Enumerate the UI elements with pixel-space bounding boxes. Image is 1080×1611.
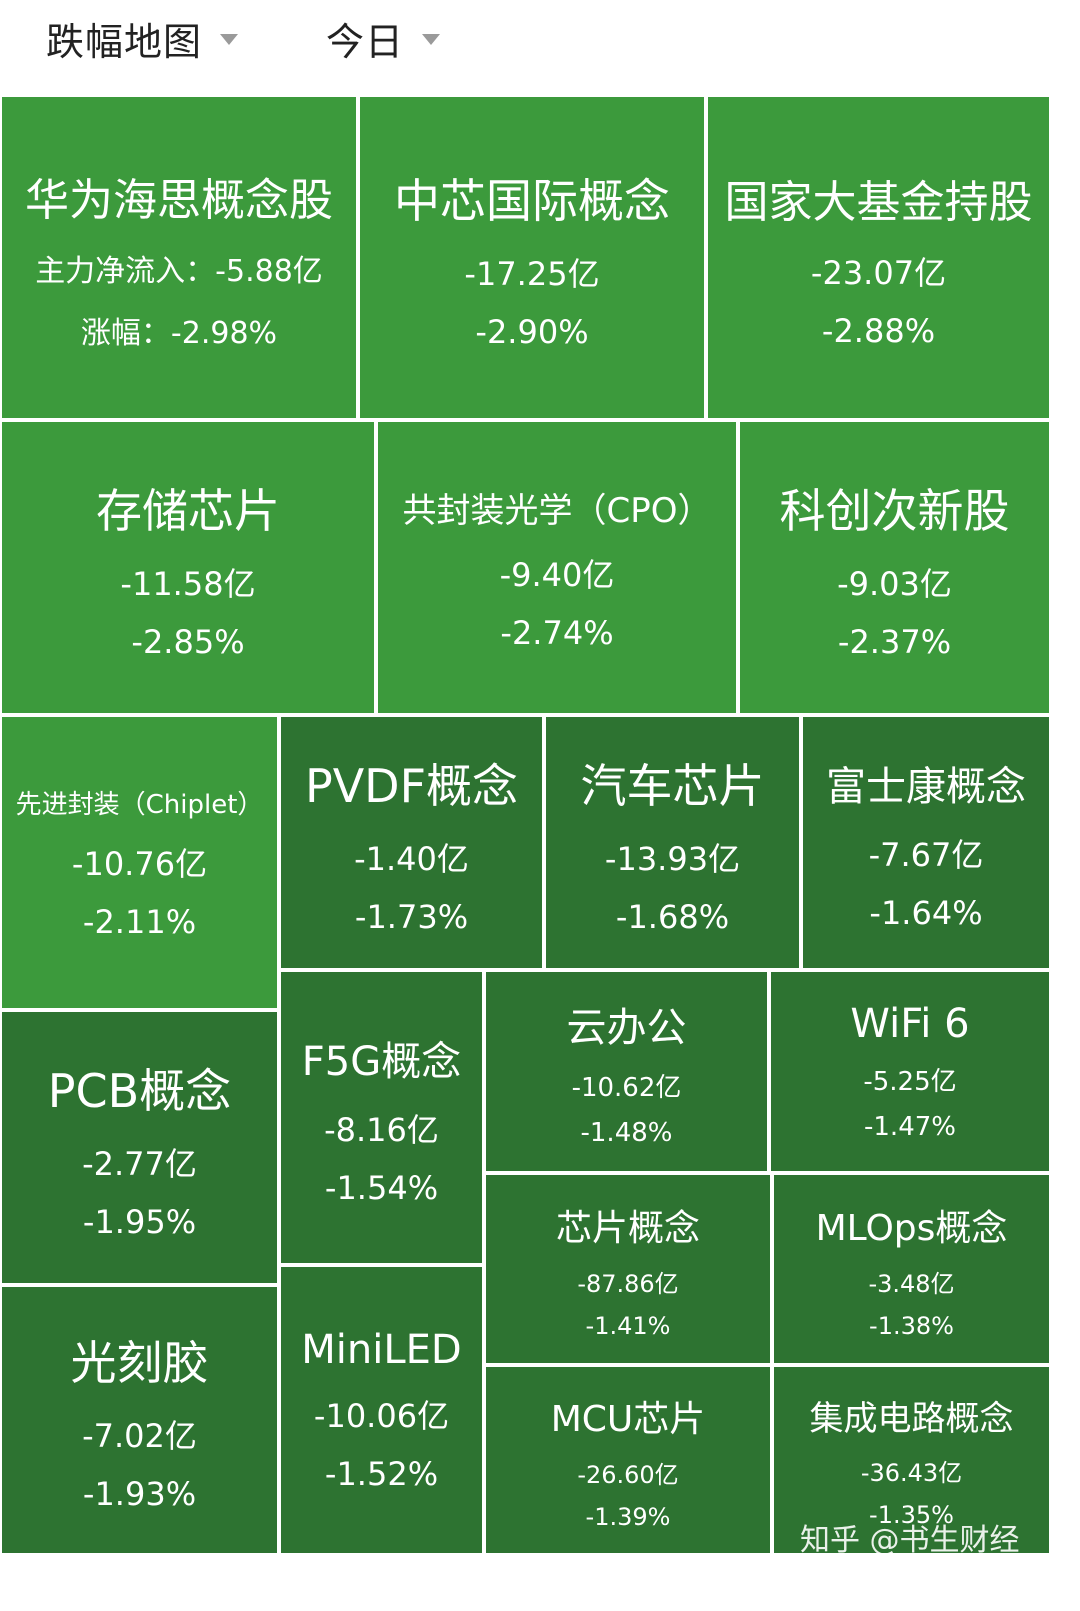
tile-sector-name: 集成电路概念 [809,1399,1014,1439]
tile-sector-name: WiFi 6 [850,1001,970,1047]
tile-change-percent: -2.90% [475,312,589,351]
tile-sector-name: 共封装光学（CPO） [402,491,712,531]
treemap-tile[interactable]: PCB概念 -2.77亿 -1.95% [0,1010,279,1285]
chevron-down-icon [220,33,239,45]
treemap-tile[interactable]: 芯片概念 -87.86亿 -1.41% [484,1173,772,1365]
tile-change-percent: -1.52% [324,1455,439,1493]
tile-sector-name: 光刻胶 [70,1336,209,1390]
tile-change-percent: -1.48% [580,1118,673,1148]
tile-net-inflow: -7.67亿 [868,835,984,874]
tile-sector-name: MiniLED [301,1327,462,1373]
treemap-tile[interactable]: 中芯国际概念 -17.25亿 -2.90% [358,95,706,420]
tile-net-inflow: -13.93亿 [604,839,741,878]
tile-change-percent: -2.88% [821,311,936,350]
tile-sector-name: 存储芯片 [96,483,280,538]
tile-net-inflow: -9.40亿 [499,556,615,594]
treemap-tile[interactable]: MLOps概念 -3.48亿 -1.38% [772,1173,1051,1365]
map-type-label: 跌幅地图 [46,19,203,64]
treemap-tile[interactable]: 集成电路概念 -36.43亿 -1.35% [772,1365,1051,1555]
chevron-down-icon [422,33,441,45]
tile-sector-name: MCU芯片 [550,1398,706,1440]
treemap-tile[interactable]: PVDF概念 -1.40亿 -1.73% [279,715,544,970]
tile-change-percent: 涨幅：-2.98% [80,315,278,351]
treemap-chart: 华为海思概念股主力净流入：-5.88亿 涨幅：-2.98% 中芯国际概念 -17.25… [0,95,1080,1600]
tile-change-percent: -1.54% [324,1168,439,1207]
treemap-tile[interactable]: 国家大基金持股 -23.07亿 -2.88% [706,95,1051,420]
treemap-tile[interactable]: 富士康概念 -7.67亿 -1.64% [801,715,1051,970]
tile-change-percent: -1.68% [615,897,730,936]
tile-net-inflow: -23.07亿 [810,253,947,292]
tile-sector-name: 芯片概念 [555,1207,700,1249]
treemap-tile[interactable]: 共封装光学（CPO） -9.40亿 -2.74% [376,420,738,715]
treemap-tile[interactable]: MCU芯片 -26.60亿 -1.39% [484,1365,772,1555]
tile-sector-name: 富士康概念 [826,763,1026,810]
tile-net-inflow: -26.60亿 [577,1460,679,1489]
tile-net-inflow: -1.40亿 [354,839,469,878]
tile-net-inflow: -10.06亿 [313,1397,450,1435]
treemap-tile[interactable]: MiniLED -10.06亿 -1.52% [279,1265,484,1555]
period-dropdown[interactable]: 今日 [326,8,441,68]
tile-sector-name: PVDF概念 [304,758,519,813]
tile-net-inflow: -87.86亿 [577,1269,679,1298]
treemap-tile[interactable]: WiFi 6 -5.25亿 -1.47% [769,970,1051,1173]
tile-net-inflow: -3.48亿 [868,1269,955,1298]
tile-change-percent: -1.95% [82,1202,197,1241]
tile-net-inflow: -2.77亿 [82,1144,197,1183]
tile-sector-name: PCB概念 [47,1063,232,1118]
tile-net-inflow: -10.62亿 [571,1073,682,1103]
tile-net-inflow: -36.43亿 [860,1459,963,1487]
tile-change-percent: -1.41% [585,1311,671,1340]
treemap-tile[interactable]: 存储芯片 -11.58亿 -2.85% [0,420,376,715]
tile-change-percent: -1.35% [869,1501,954,1529]
tile-sector-name: 科创次新股 [779,483,1010,538]
tile-change-percent: -2.74% [500,614,614,652]
treemap-tile[interactable]: F5G概念 -8.16亿 -1.54% [279,970,484,1265]
tile-change-percent: -1.93% [82,1475,197,1513]
tile-change-percent: -1.47% [864,1112,956,1142]
tile-sector-name: 先进封装（Chiplet） [15,790,264,820]
tile-sector-name: F5G概念 [301,1038,462,1085]
treemap-tile[interactable]: 华为海思概念股主力净流入：-5.88亿 涨幅：-2.98% [0,95,358,420]
tile-net-inflow: -10.76亿 [71,845,208,883]
tile-change-percent: -1.73% [354,897,469,936]
treemap-tile[interactable]: 汽车芯片 -13.93亿 -1.68% [544,715,801,970]
treemap-tile[interactable]: 科创次新股 -9.03亿 -2.37% [738,420,1051,715]
tile-sector-name: 国家大基金持股 [724,176,1033,228]
tile-sector-name: 华为海思概念股 [25,174,333,226]
top-bar: 跌幅地图 今日 [0,0,1080,95]
tile-net-inflow: 主力净流入：-5.88亿 [35,253,323,289]
treemap-tile[interactable]: 光刻胶 -7.02亿 -1.93% [0,1285,279,1555]
tile-net-inflow: -17.25亿 [464,254,600,293]
tile-sector-name: 云办公 [566,1005,687,1051]
tile-change-percent: -1.64% [869,893,983,932]
tile-change-percent: -1.38% [869,1311,954,1340]
tile-sector-name: 中芯国际概念 [394,173,670,228]
tile-net-inflow: -8.16亿 [324,1110,439,1149]
tile-change-percent: -2.37% [837,622,952,661]
tile-change-percent: -2.85% [131,622,245,661]
tile-change-percent: -2.11% [82,903,197,941]
tile-sector-name: 汽车芯片 [580,758,765,813]
tile-net-inflow: -11.58亿 [120,564,256,603]
watermark: 知乎 @书生财经 [800,1523,1020,1558]
tile-net-inflow: -7.02亿 [82,1417,197,1455]
period-label: 今日 [326,19,405,64]
tile-sector-name: MLOps概念 [815,1207,1008,1249]
tile-net-inflow: -5.25亿 [863,1067,957,1097]
tile-change-percent: -1.39% [585,1502,671,1531]
tile-net-inflow: -9.03亿 [837,564,952,603]
map-type-dropdown[interactable]: 跌幅地图 [46,8,239,68]
treemap-tile[interactable]: 云办公 -10.62亿 -1.48% [484,970,769,1173]
treemap-tile[interactable]: 先进封装（Chiplet） -10.76亿 -2.11% [0,715,279,1010]
